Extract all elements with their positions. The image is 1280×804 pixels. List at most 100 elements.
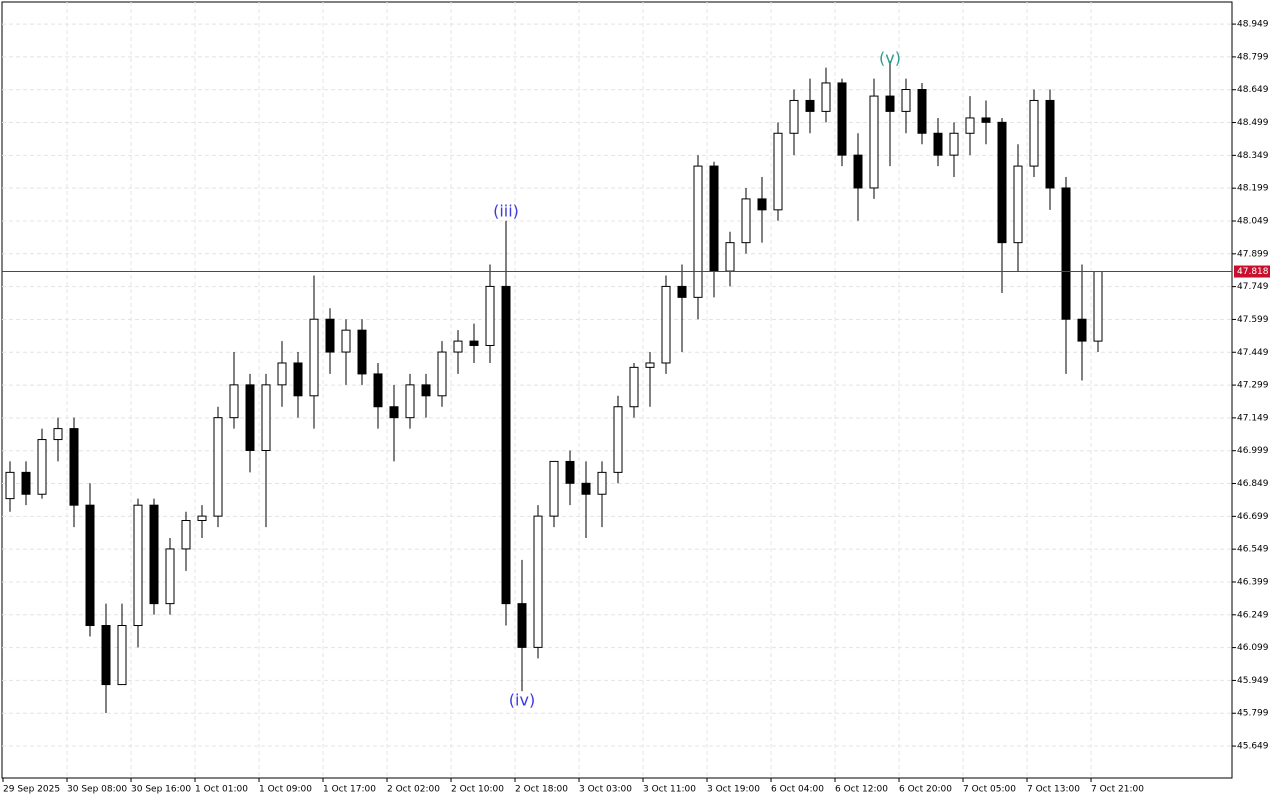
candle-body: [197, 515, 207, 522]
candle-body: [949, 132, 959, 156]
candle-body: [613, 406, 623, 473]
y-tick-label: 48.799: [1237, 52, 1269, 62]
candle-body: [821, 82, 831, 112]
y-tick-label: 47.599: [1237, 315, 1269, 325]
candle-body: [309, 318, 319, 397]
y-tick-label: 47.749: [1237, 282, 1269, 292]
candle-body: [373, 373, 383, 408]
candle-body: [549, 460, 559, 517]
candle-body: [213, 417, 223, 517]
candle-body: [533, 515, 543, 648]
candle-body: [325, 318, 335, 353]
x-tick-label: 1 Oct 09:00: [259, 785, 312, 795]
y-tick-label: 48.199: [1237, 184, 1269, 194]
current-price-box: [1234, 265, 1270, 278]
candle-body: [677, 285, 687, 298]
candle-body: [629, 366, 639, 408]
candle-body: [277, 362, 287, 386]
x-tick-label: 3 Oct 11:00: [643, 785, 696, 795]
y-tick-label: 46.849: [1237, 479, 1269, 489]
candle-body: [85, 504, 95, 627]
candle-body: [709, 165, 719, 272]
y-tick-label: 48.499: [1237, 118, 1269, 128]
x-tick-label: 2 Oct 18:00: [515, 785, 568, 795]
y-tick-label: 46.249: [1237, 610, 1269, 620]
candle-body: [245, 384, 255, 451]
candle-body: [1061, 187, 1071, 320]
y-tick-label: 48.349: [1237, 151, 1269, 161]
y-tick-label: 45.799: [1237, 709, 1269, 719]
candle-body: [229, 384, 239, 419]
candle-body: [1093, 271, 1103, 342]
candle-body: [1077, 318, 1087, 342]
y-tick-label: 46.399: [1237, 577, 1269, 587]
candle-body: [885, 95, 895, 112]
x-tick-label: 30 Sep 08:00: [67, 785, 127, 795]
x-tick-label: 6 Oct 04:00: [771, 785, 824, 795]
candle-body: [469, 340, 479, 346]
candle-body: [725, 242, 735, 272]
candle-body: [565, 460, 575, 484]
y-tick-label: 48.949: [1237, 20, 1269, 30]
candle-body: [757, 198, 767, 211]
candle-body: [37, 439, 47, 495]
candle-body: [805, 99, 815, 112]
candle-body: [133, 504, 143, 627]
x-tick-label: 29 Sep 2025: [3, 785, 60, 795]
candle-body: [69, 428, 79, 506]
candle-body: [501, 285, 511, 605]
y-tick-label: 46.099: [1237, 643, 1269, 653]
candle-body: [773, 132, 783, 211]
wave-label: (v): [879, 48, 901, 67]
candle-body: [101, 625, 111, 686]
y-tick-label: 48.049: [1237, 216, 1269, 226]
y-tick-label: 47.449: [1237, 348, 1269, 358]
y-tick-label: 46.549: [1237, 545, 1269, 555]
candle-body: [293, 362, 303, 397]
candle-body: [917, 89, 927, 134]
x-tick-label: 6 Oct 12:00: [835, 785, 888, 795]
x-tick-label: 30 Sep 16:00: [131, 785, 191, 795]
candle-body: [421, 384, 431, 397]
candle-body: [437, 351, 447, 397]
y-tick-label: 48.649: [1237, 85, 1269, 95]
y-tick-label: 47.299: [1237, 381, 1269, 391]
x-tick-label: 3 Oct 19:00: [707, 785, 760, 795]
x-tick-label: 2 Oct 10:00: [451, 785, 504, 795]
x-tick-label: 7 Oct 05:00: [963, 785, 1016, 795]
candle-body: [837, 82, 847, 156]
candle-body: [5, 471, 15, 500]
candle-body: [693, 165, 703, 298]
candle-body: [21, 471, 31, 495]
candle-body: [869, 95, 879, 189]
candle-body: [389, 406, 399, 419]
candle-body: [901, 89, 911, 112]
candle-body: [853, 154, 863, 189]
candle-body: [1029, 99, 1039, 167]
x-tick-label: 2 Oct 02:00: [387, 785, 440, 795]
candle-body: [997, 121, 1007, 244]
x-tick-label: 1 Oct 01:00: [195, 785, 248, 795]
candle-body: [117, 625, 127, 686]
x-tick-label: 7 Oct 13:00: [1027, 785, 1080, 795]
x-tick-label: 6 Oct 20:00: [899, 785, 952, 795]
candle-body: [661, 285, 671, 364]
x-tick-label: 3 Oct 03:00: [579, 785, 632, 795]
candle-body: [53, 428, 63, 441]
candle-body: [597, 471, 607, 495]
candle-body: [261, 384, 271, 451]
candle-body: [405, 384, 415, 419]
y-tick-label: 45.649: [1237, 742, 1269, 752]
candle-body: [965, 117, 975, 134]
y-tick-label: 46.699: [1237, 512, 1269, 522]
candle-body: [341, 329, 351, 353]
wave-label: (iv): [509, 690, 535, 709]
candle-body: [581, 482, 591, 495]
candle-body: [741, 198, 751, 244]
y-tick-label: 46.999: [1237, 446, 1269, 456]
x-tick-label: 1 Oct 17:00: [323, 785, 376, 795]
candle-body: [165, 548, 175, 605]
candle-body: [645, 362, 655, 368]
x-tick-label: 7 Oct 21:00: [1091, 785, 1144, 795]
